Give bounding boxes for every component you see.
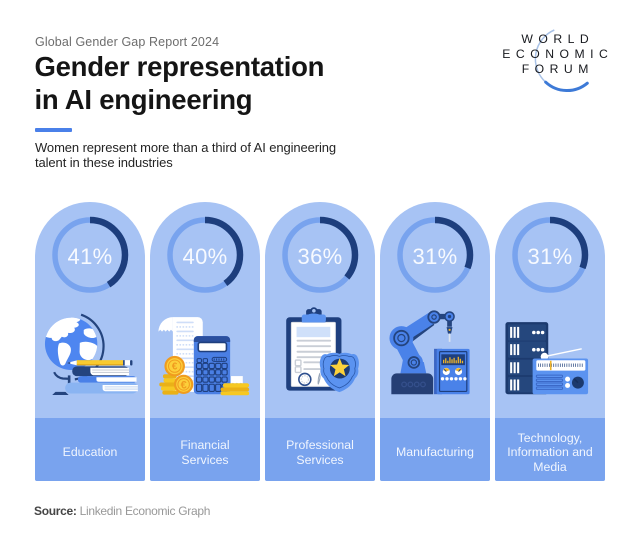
svg-text:€: € [181,380,187,392]
svg-text:€: € [172,362,178,373]
